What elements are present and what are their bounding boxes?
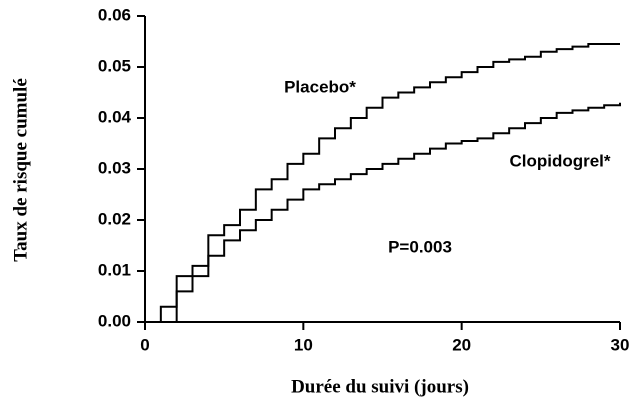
y-tick-label: 0.00 — [98, 311, 131, 330]
y-axis-label: Taux de risque cumulé — [10, 78, 31, 262]
x-tick-label: 10 — [294, 335, 313, 354]
y-tick-label: 0.06 — [98, 5, 131, 24]
annotation: P=0.003 — [388, 237, 452, 256]
x-tick-label: 20 — [452, 335, 471, 354]
x-tick-label: 0 — [140, 335, 149, 354]
y-tick-label: 0.05 — [98, 56, 131, 75]
y-tick-label: 0.04 — [98, 107, 132, 126]
y-tick-label: 0.01 — [98, 260, 131, 279]
y-tick-label: 0.03 — [98, 158, 131, 177]
series-label: Placebo* — [284, 77, 356, 96]
x-tick-label: 30 — [611, 335, 630, 354]
y-tick-label: 0.02 — [98, 209, 131, 228]
step-line — [145, 43, 620, 323]
x-axis-label: Durée du suivi (jours) — [291, 376, 469, 397]
step-line — [145, 102, 621, 323]
series-label: Clopidogrel* — [509, 151, 610, 170]
